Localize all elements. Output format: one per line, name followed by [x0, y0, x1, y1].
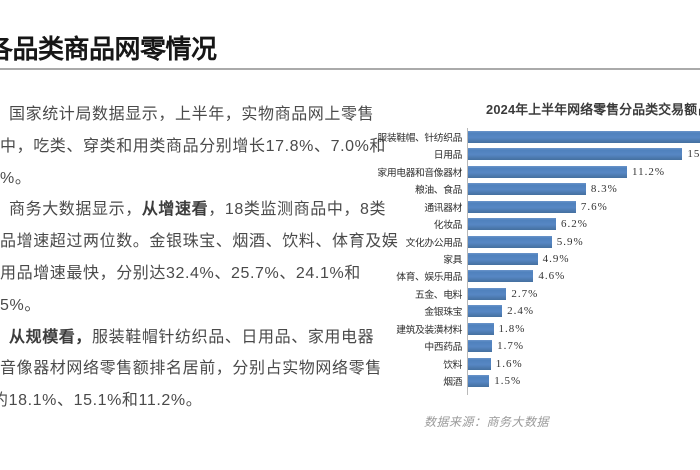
- article-line: 国家统计局数据显示，上半年，实物商品网上零售: [9, 106, 375, 123]
- chart-row: 建筑及装潢材料 1.8%: [370, 320, 700, 337]
- category-label: 体育、娱乐用品: [396, 272, 462, 284]
- category-label: 日用品: [433, 150, 463, 162]
- bar-track: 1.7%: [468, 340, 525, 353]
- article-segment-bold: 从增速看: [141, 201, 209, 219]
- title-divider: [0, 68, 700, 70]
- category-label: 家用电器和音像器材: [377, 167, 462, 179]
- category-label: 通讯器材: [424, 202, 462, 214]
- bar-track: 18.1%: [468, 130, 700, 143]
- bar: [468, 340, 493, 353]
- value-label: 2.4%: [507, 305, 534, 318]
- category-label: 五金、电料: [415, 289, 462, 301]
- chart-title: 2024年上半年网络零售分品类交易额占比: [486, 102, 700, 117]
- chart-row: 粮油、食品 8.3%: [370, 180, 700, 197]
- value-label: 5.9%: [556, 235, 584, 248]
- bar: [468, 148, 683, 161]
- article-line: 约18.1%、15.1%和11.2%。: [0, 392, 203, 410]
- chart-row: 金银珠宝 2.4%: [370, 303, 700, 320]
- bar: [468, 235, 552, 248]
- category-label: 服装鞋帽、针纺织品: [377, 132, 462, 144]
- value-label: 15.1%: [687, 148, 700, 161]
- bar: [468, 130, 700, 143]
- bar-track: 4.6%: [468, 270, 566, 283]
- chart-row: 五金、电料 2.7%: [370, 285, 700, 302]
- category-label: 粮油、食品: [415, 185, 462, 197]
- article-line: 品增速超过两位数。金银珠宝、烟酒、饮料、体育及娱: [0, 233, 399, 251]
- value-label: 1.5%: [494, 375, 522, 388]
- bar: [468, 305, 503, 318]
- article-segment: ，18类监测商品中，8类: [208, 201, 387, 219]
- page-title: 各品类商品网零情况: [0, 34, 217, 64]
- article-line: 用品增速最快，分别达32.4%、25.7%、24.1%和: [0, 264, 361, 282]
- category-label: 中西药品: [424, 342, 462, 354]
- bar: [468, 322, 494, 335]
- value-label: 4.6%: [538, 270, 566, 283]
- bar: [468, 270, 534, 283]
- bar-track: 11.2%: [468, 165, 666, 178]
- article-segment: 服装鞋帽针纺织品、日用品、家用电器: [92, 328, 375, 346]
- bar: [468, 287, 507, 300]
- value-label: 2.7%: [511, 287, 539, 300]
- value-label: 4.9%: [542, 253, 570, 266]
- article-line: %。: [0, 169, 32, 187]
- article-text: 国家统计局数据显示，上半年，实物商品网上零售 中，吃类、穿类和用类商品分别增长1…: [0, 99, 399, 417]
- chart-row: 体育、娱乐用品 4.6%: [370, 268, 700, 285]
- chart-row: 家用电器和音像器材 11.2%: [370, 163, 700, 180]
- value-label: 6.2%: [561, 218, 588, 231]
- category-label: 化妆品: [433, 220, 463, 232]
- category-label: 建筑及装潢材料: [396, 324, 462, 336]
- article-line: 5%。: [0, 296, 41, 314]
- bar-track: 1.5%: [468, 375, 522, 388]
- chart-row: 家具 4.9%: [370, 250, 700, 267]
- chart-rows: 服装鞋帽、针纺织品 18.1% 日用品 15.1% 家用电器和音像器材 11.2% 粮油、食…: [370, 128, 700, 390]
- chart-row: 通讯器材 7.6%: [370, 198, 700, 215]
- bar-track: 7.6%: [468, 200, 608, 213]
- value-label: 1.8%: [498, 322, 526, 335]
- bar: [468, 375, 490, 388]
- bar-track: 8.3%: [468, 183, 618, 196]
- bar: [468, 253, 538, 266]
- bar-track: 1.8%: [468, 322, 526, 335]
- value-label: 1.6%: [495, 357, 523, 370]
- chart-row: 饮料 1.6%: [370, 355, 700, 372]
- category-label: 文化办公用品: [405, 237, 463, 249]
- value-label: 8.3%: [590, 183, 618, 196]
- bar: [468, 357, 491, 370]
- bar: [468, 183, 586, 196]
- chart-axis-line: [467, 128, 468, 395]
- bar-track: 6.2%: [468, 218, 588, 231]
- article-segment: 商务大数据显示，: [9, 201, 142, 219]
- chart-row: 文化办公用品 5.9%: [370, 233, 700, 250]
- category-label: 金银珠宝: [424, 307, 462, 319]
- value-label: 7.6%: [580, 200, 608, 213]
- chart-row: 日用品 15.1%: [370, 145, 700, 162]
- category-label: 饮料: [443, 359, 462, 371]
- bar-track: 1.6%: [468, 357, 523, 370]
- chart-row: 烟酒 1.5%: [370, 373, 700, 390]
- bar-track: 4.9%: [468, 253, 570, 266]
- value-label: 1.7%: [497, 340, 525, 353]
- chart-row: 中西药品 1.7%: [370, 338, 700, 355]
- article-line: 音像器材网络零售额排名居前，分别占实物网络零售: [0, 360, 382, 378]
- chart-source-note: 数据来源：商务大数据: [424, 415, 550, 429]
- bar-track: 2.7%: [468, 287, 539, 300]
- category-label: 烟酒: [443, 377, 462, 389]
- bar-track: 2.4%: [468, 305, 534, 318]
- article-line: 商务大数据显示，从增速看，18类监测商品中，8类: [0, 194, 392, 226]
- bar: [468, 165, 628, 178]
- chart-row: 服装鞋帽、针纺织品 18.1%: [370, 128, 700, 145]
- article-segment-bold: 从规模看，: [9, 328, 93, 346]
- category-label: 家具: [443, 255, 462, 267]
- value-label: 11.2%: [632, 165, 666, 178]
- article-line: 从规模看，服装鞋帽针纺织品、日用品、家用电器: [0, 322, 392, 354]
- bar: [468, 218, 557, 231]
- article-line: 中，吃类、穿类和用类商品分别增长17.8%、7.0%和: [0, 137, 387, 155]
- bar: [468, 200, 576, 213]
- chart-row: 化妆品 6.2%: [370, 215, 700, 232]
- bar-track: 5.9%: [468, 235, 584, 248]
- bar-track: 15.1%: [468, 148, 700, 161]
